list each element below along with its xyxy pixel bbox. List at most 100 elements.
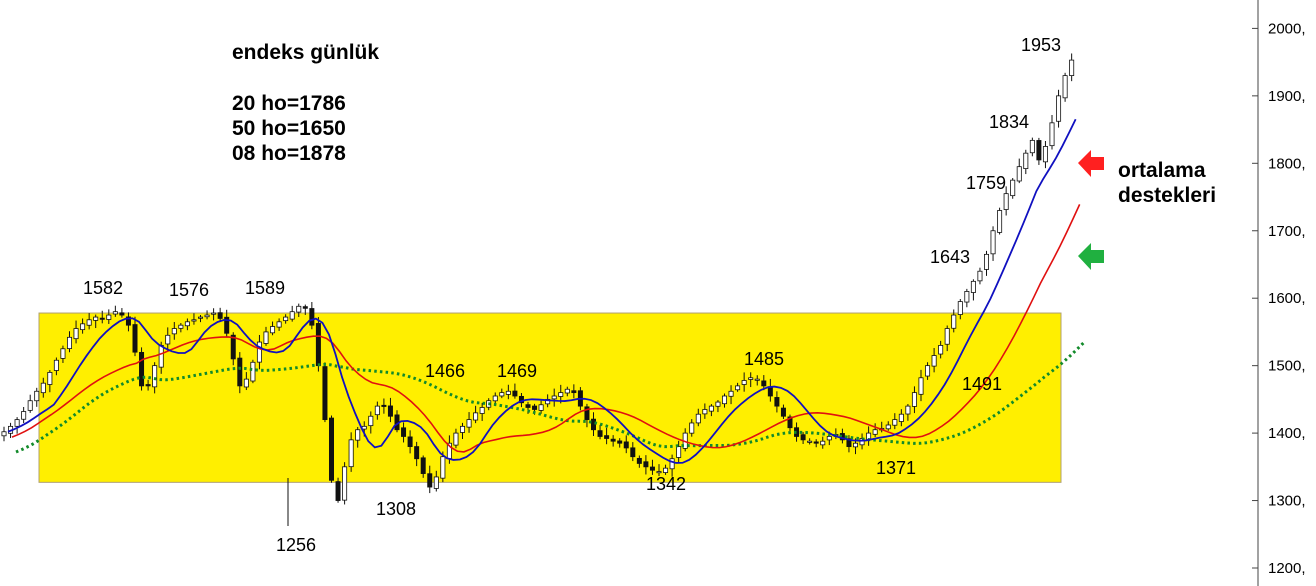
candle-body: [93, 316, 99, 321]
candle-body: [1016, 166, 1022, 182]
candle-body: [859, 438, 865, 446]
candle-body: [47, 371, 53, 385]
moving-averages: [7, 118, 1085, 464]
y-tick-label: 1200,: [1268, 560, 1306, 577]
candle-body: [21, 411, 27, 420]
candle-body: [112, 311, 118, 315]
candle-body: [53, 359, 59, 371]
ma-blue-line: [7, 118, 1077, 464]
y-tick-label: 1400,: [1268, 425, 1306, 442]
candle-body: [387, 405, 393, 417]
candle-body: [518, 395, 524, 404]
candle-body: [761, 380, 767, 387]
candle-body: [342, 466, 348, 501]
candle-body: [617, 440, 623, 444]
peak-label: 1582: [83, 278, 123, 298]
candle-body: [571, 390, 577, 394]
candle-body: [381, 404, 387, 407]
candle-body: [322, 366, 328, 421]
candle-body: [217, 312, 223, 319]
candle-body: [532, 405, 538, 410]
candle-body: [820, 440, 826, 446]
candle-body: [800, 434, 806, 441]
candle-body: [630, 447, 636, 458]
candle-body: [99, 317, 105, 320]
peak-label: 1342: [646, 474, 686, 494]
chart-title: endeks günlük: [232, 41, 379, 64]
ma-red-line: [11, 204, 1081, 453]
candle-body: [106, 314, 112, 320]
y-tick-label: 1300,: [1268, 493, 1306, 510]
candle-body: [276, 321, 282, 328]
candle-body: [708, 405, 714, 412]
candle-body: [473, 412, 479, 421]
y-tick-label: 1700,: [1268, 223, 1306, 240]
candle-body: [905, 405, 911, 415]
candle-body: [80, 323, 86, 331]
candle-body: [931, 355, 937, 367]
candle-body: [911, 392, 917, 407]
candle-body: [67, 336, 73, 349]
candle-body: [270, 326, 276, 334]
candle-body: [957, 301, 963, 315]
candle-body: [466, 419, 472, 428]
candlesticks: [1, 53, 1075, 505]
candle-body: [1003, 193, 1009, 210]
y-axis-ticks: 1200, 1300, 1400, 1500, 1600, 1700, 1800, 1900,…: [1252, 20, 1306, 577]
peak-label: 1643: [930, 247, 970, 267]
candle-body: [564, 388, 570, 394]
candle-body: [754, 378, 760, 381]
candle-body: [1023, 152, 1029, 170]
candle-body: [826, 436, 832, 441]
candle-body: [702, 409, 708, 415]
candle-body: [649, 466, 655, 471]
candle-body: [715, 401, 721, 407]
candle-body: [1, 431, 7, 437]
candle-body: [1036, 140, 1042, 161]
candle-body: [1010, 179, 1016, 197]
candle-body: [86, 319, 92, 326]
candle-body: [538, 404, 544, 411]
y-tick-label: 2000,: [1268, 20, 1306, 37]
candle-body: [636, 457, 642, 464]
info-line-20: 20 ho=1786: [232, 92, 346, 115]
candle-body: [807, 440, 813, 443]
candle-body: [459, 425, 465, 433]
candle-body: [787, 416, 793, 429]
candle-body: [623, 441, 629, 449]
candle-body: [970, 280, 976, 293]
candle-body: [368, 415, 374, 427]
candle-body: [656, 471, 662, 474]
candle-body: [492, 395, 498, 402]
peak-labels: 1582 1576 1589 1256 1308 1466 1469 1342 1485 1371…: [83, 35, 1061, 555]
candle-body: [964, 291, 970, 303]
candle-body: [256, 341, 262, 363]
candle-body: [197, 316, 203, 319]
y-tick-label: 1900,: [1268, 88, 1306, 105]
candle-body: [479, 407, 485, 414]
candle-body: [938, 345, 944, 355]
candle-body: [73, 328, 79, 340]
peak-label: 1371: [876, 458, 916, 478]
annotation-line-2: destekleri: [1118, 184, 1216, 207]
peak-label: 1308: [376, 499, 416, 519]
candle-body: [401, 427, 407, 437]
candle-body: [990, 230, 996, 255]
candle-body: [663, 467, 669, 473]
candle-body: [977, 270, 983, 282]
peak-label: 1469: [497, 361, 537, 381]
candle-body: [152, 365, 158, 388]
candle-body: [689, 422, 695, 434]
y-tick-label: 1800,: [1268, 155, 1306, 172]
candle-body: [224, 316, 230, 334]
candle-body: [178, 324, 184, 329]
candle-body: [741, 380, 747, 385]
candle-body: [925, 365, 931, 377]
candle-body: [433, 476, 439, 489]
peak-label: 1491: [962, 374, 1002, 394]
candle-body: [125, 316, 131, 326]
candle-body: [27, 400, 33, 411]
candle-body: [728, 390, 734, 397]
candle-body: [427, 473, 433, 488]
candle-body: [407, 436, 413, 447]
